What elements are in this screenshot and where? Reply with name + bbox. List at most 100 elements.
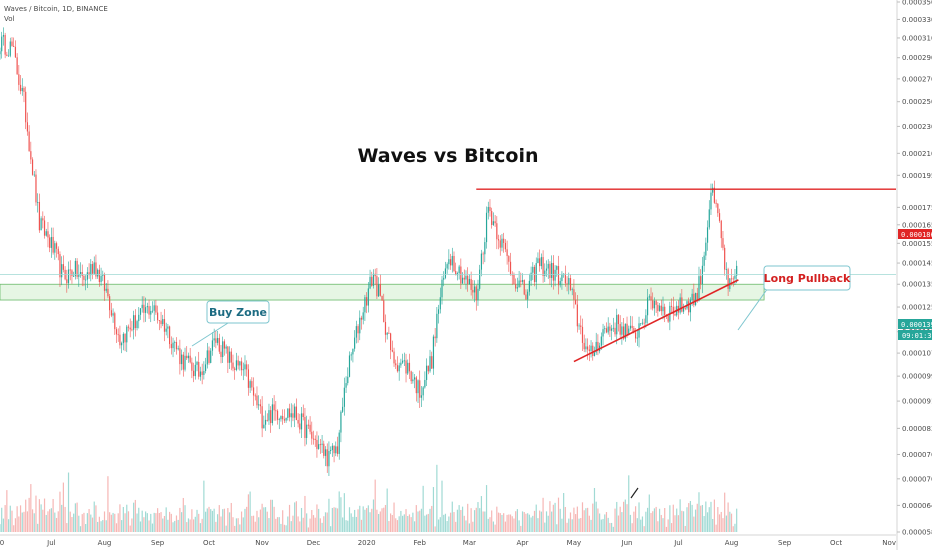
volume-bar (174, 520, 176, 532)
candle-body (14, 46, 17, 58)
volume-bar (357, 509, 359, 532)
candle-body (11, 41, 13, 46)
candle-body (633, 327, 635, 333)
volume-bar (473, 510, 476, 532)
candle-body (45, 231, 47, 236)
candle-body (95, 262, 97, 277)
volume-bar (376, 509, 378, 532)
candle-body (223, 341, 226, 349)
volume-bar (115, 523, 118, 532)
candle-body (369, 276, 371, 289)
volume-bar (528, 514, 530, 532)
volume-bar (246, 506, 248, 532)
volume-bar (634, 506, 637, 532)
candle-body (290, 413, 292, 418)
candle-body (470, 278, 472, 290)
candle-body (552, 262, 554, 281)
candle-body (614, 327, 616, 335)
candle-body (237, 360, 239, 366)
price-tick-label: 0.0002900 (902, 54, 932, 62)
candle-body (378, 284, 380, 297)
volume-bar (162, 518, 164, 532)
volume-bar (1, 507, 3, 532)
candle-body (4, 35, 6, 55)
candle-body (407, 362, 409, 374)
volume-bar (364, 509, 366, 532)
volume-bar (247, 494, 250, 532)
candle-body (626, 323, 628, 336)
candle-body (527, 291, 529, 300)
buy-zone-callout[interactable]: Buy Zone (206, 300, 270, 324)
volume-bar (4, 505, 6, 532)
volume-bar (448, 516, 450, 532)
volume-bar (326, 512, 328, 532)
volume-bar (167, 519, 169, 532)
volume-bar (535, 504, 537, 532)
volume-bar (593, 487, 596, 532)
countdown-tag-text: 09:01:31 (902, 332, 932, 340)
volume-bar (30, 484, 32, 532)
volume-bar (153, 512, 155, 532)
candle-body (249, 381, 251, 388)
candle-body (537, 258, 539, 264)
volume-bar (686, 507, 688, 532)
volume-bar (88, 509, 90, 532)
candle-body (71, 270, 73, 277)
volume-bar (71, 517, 73, 532)
volume-bar (66, 523, 68, 532)
candle-body (33, 174, 35, 176)
volume-bar (0, 524, 1, 532)
candle-body (691, 293, 693, 300)
volume-bar (74, 503, 76, 532)
volume-bar (722, 518, 724, 532)
candle-body (266, 419, 268, 421)
candle-body (371, 276, 373, 286)
candle-body (446, 264, 448, 269)
candle-body (222, 341, 224, 358)
volume-bar (227, 508, 229, 532)
candle-body (624, 323, 626, 339)
candle-body (165, 328, 167, 332)
volume-bar (119, 504, 121, 532)
time-tick-label: Aug (725, 539, 739, 547)
chart-title-annotation[interactable]: Waves vs Bitcoin (357, 145, 538, 167)
volume-bar (33, 513, 35, 532)
volume-bar (431, 505, 433, 532)
volume-bar (362, 506, 364, 532)
support-trendline[interactable] (573, 279, 739, 363)
candle-body (472, 289, 474, 293)
volume-bar (544, 522, 546, 532)
candle-body (141, 304, 143, 309)
candle-body (617, 314, 620, 325)
volume-bar (559, 508, 561, 532)
volume-bar (662, 518, 664, 532)
volume-bar (278, 517, 280, 532)
candle-body (554, 269, 556, 281)
candle-body (575, 299, 577, 305)
long-pullback-callout[interactable]: Long Pullback (763, 265, 851, 291)
volume-bar (97, 521, 99, 532)
candle-body (441, 279, 443, 298)
candle-body (167, 326, 169, 329)
candle-body (355, 326, 357, 338)
volume-bar (410, 517, 412, 532)
candle-body (504, 242, 506, 250)
candle-body (491, 211, 493, 225)
candle-body (114, 313, 116, 330)
candle-body (309, 424, 311, 432)
candle-body (650, 296, 652, 301)
volume-bar (271, 499, 273, 532)
volume-bar (403, 514, 405, 532)
candle-body (391, 350, 393, 352)
candle-body (383, 300, 385, 322)
candle-body (720, 220, 722, 239)
candle-body (126, 326, 128, 343)
volume-bar (256, 510, 258, 532)
volume-bar (516, 509, 518, 532)
candlestick-series (0, 27, 738, 476)
volume-bar (537, 518, 539, 532)
volume-bar (732, 526, 734, 532)
candle-body (343, 387, 345, 407)
candle-body (81, 272, 83, 276)
